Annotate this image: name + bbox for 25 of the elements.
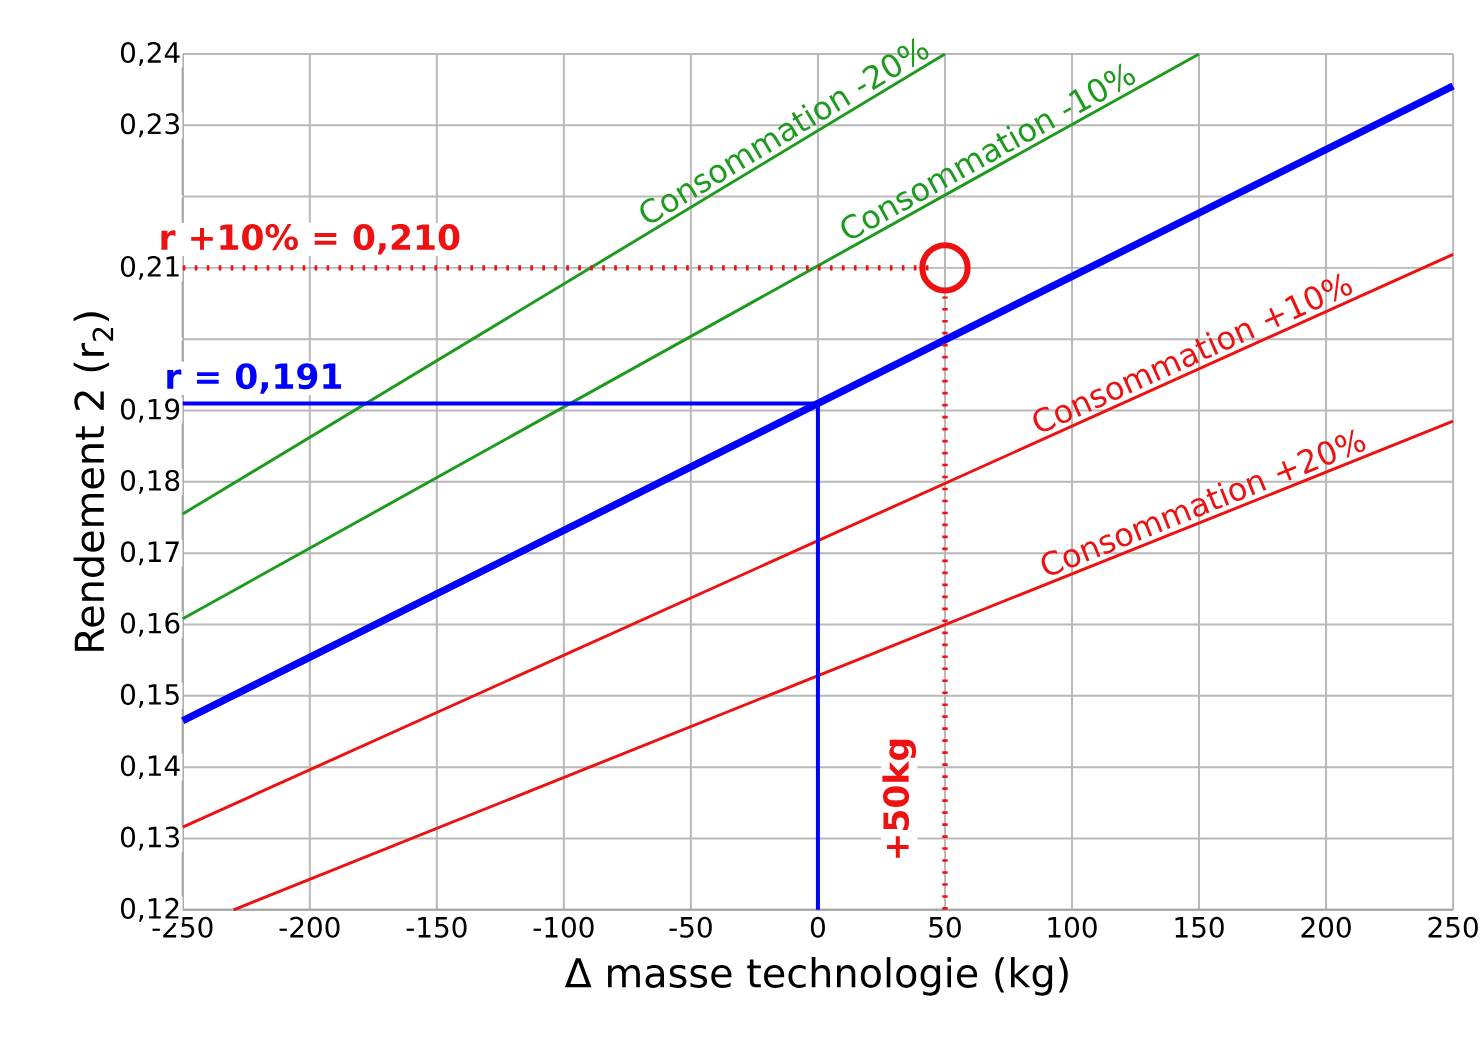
x-tick-label: 150: [1175, 916, 1224, 938]
annotation: r = 0,191: [167, 363, 342, 394]
annotation: r +10% = 0,210: [161, 224, 460, 255]
y-tick-label: 0,16: [120, 612, 180, 637]
x-tick-label: 50: [929, 916, 961, 938]
y-tick-label: 0,23: [120, 113, 179, 138]
y-tick-label: 0,13: [120, 826, 179, 851]
x-tick-label: -100: [533, 916, 594, 938]
y-tick-label: 0,15: [120, 684, 179, 708]
x-tick-label: 100: [1048, 916, 1097, 938]
x-tick-label: 0: [810, 916, 825, 938]
y-tick-label: 0,17: [120, 541, 179, 566]
y-tick-label: 0,18: [120, 470, 180, 494]
y-tick-label: 0,14: [120, 755, 180, 780]
y-tick-label: 0,21: [120, 256, 179, 281]
x-tick-label: 250: [1428, 916, 1478, 938]
y-tick-label: 0,19: [120, 398, 180, 423]
y-axis-title: Rendement 2 (r$_{2}$): [73, 312, 114, 652]
x-tick-label: -200: [279, 916, 340, 938]
x-tick-label: -50: [669, 916, 712, 938]
x-axis-title: Δ masse technologie (kg): [564, 957, 1068, 996]
y-tick-label: 0,24: [120, 42, 180, 67]
x-tick-label: 200: [1301, 916, 1351, 938]
annotation: +50kg: [882, 740, 917, 859]
x-tick-label: -150: [406, 916, 467, 938]
